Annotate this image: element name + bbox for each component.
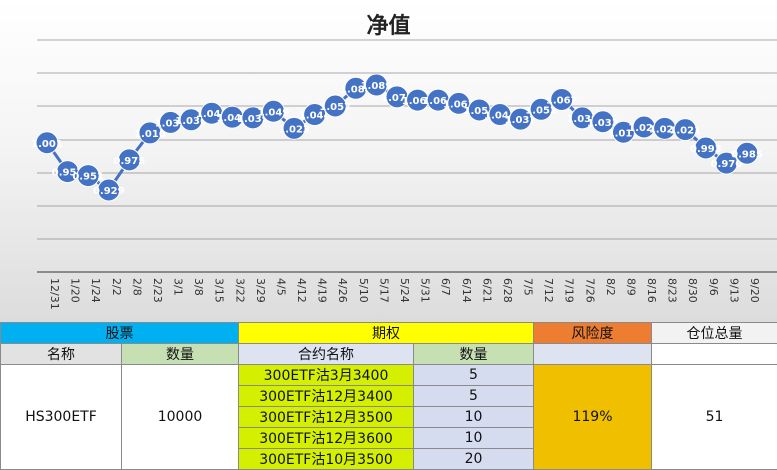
contract-name-cell: 300ETF沽12月3500 xyxy=(239,407,414,428)
x-tick-label: 3/15 xyxy=(213,278,226,303)
x-tick-label: 4/26 xyxy=(336,278,349,303)
position-header: 仓位总量 xyxy=(652,323,777,344)
x-tick-label: 9/6 xyxy=(707,278,720,296)
x-tick-label: 8/23 xyxy=(666,278,679,303)
data-label: 0.951 xyxy=(72,172,104,183)
contract-name-subheader: 合约名称 xyxy=(239,344,414,365)
x-tick-label: 5/31 xyxy=(419,278,432,303)
data-label: 1.052 xyxy=(525,105,557,116)
contract-qty-cell: 10 xyxy=(414,428,534,449)
x-tick-label: 6/28 xyxy=(501,278,514,303)
x-tick-label: 9/20 xyxy=(748,278,761,303)
x-tick-label: 5/10 xyxy=(357,278,370,303)
data-label: 1.021 xyxy=(669,126,701,137)
stock-name-subheader: 名称 xyxy=(1,344,122,365)
data-label: 1.049 xyxy=(258,107,290,118)
risk-subheader-empty xyxy=(534,344,652,365)
contract-name-cell: 300ETF沽12月3600 xyxy=(239,428,414,449)
x-tick-label: 2/23 xyxy=(151,278,164,303)
x-tick-label: 4/12 xyxy=(295,278,308,303)
data-label: 0.975 xyxy=(114,156,146,167)
x-tick-label: 5/24 xyxy=(398,278,411,303)
x-tick-label: 3/1 xyxy=(172,278,185,296)
contract-name-cell: 300ETF沽3月3400 xyxy=(239,365,414,386)
position-subheader-empty xyxy=(652,344,777,365)
x-tick-label: 8/30 xyxy=(686,278,699,303)
data-label: 1.016 xyxy=(134,129,166,140)
data-label: 0.929 xyxy=(93,186,125,197)
x-tick-label: 3/22 xyxy=(233,278,246,303)
x-tick-label: 8/9 xyxy=(624,278,637,296)
x-tick-label: 5/17 xyxy=(377,278,390,303)
x-tick-label: 7/26 xyxy=(583,278,596,303)
data-label: 1.067 xyxy=(546,95,578,106)
position-table: 股票 期权 风险度 仓位总量 名称 数量 合约名称 数量 HS300ETF 10… xyxy=(0,322,777,459)
contract-name-cell: 300ETF沽12月3400 xyxy=(239,386,414,407)
x-tick-label: 8/16 xyxy=(645,278,658,303)
stock-qty-subheader: 数量 xyxy=(122,344,239,365)
x-tick-label: 2/2 xyxy=(110,278,123,296)
stock-group-header: 股票 xyxy=(1,323,239,344)
x-tick-label: 7/19 xyxy=(563,278,576,303)
risk-cell: 119% xyxy=(534,365,652,470)
contract-qty-cell: 5 xyxy=(414,386,534,407)
data-label: 1.001 xyxy=(31,139,63,150)
data-label: 0.993 xyxy=(690,144,722,155)
x-tick-label: 7/5 xyxy=(522,278,535,296)
x-tick-label: 6/7 xyxy=(439,278,452,296)
contract-qty-cell: 20 xyxy=(414,449,534,470)
x-tick-label: 7/12 xyxy=(542,278,555,303)
contract-qty-cell: 5 xyxy=(414,365,534,386)
stock-qty-cell: 10000 xyxy=(122,365,239,470)
x-tick-label: 2/8 xyxy=(130,278,143,296)
x-tick-label: 6/21 xyxy=(480,278,493,303)
data-label: 0.985 xyxy=(731,149,763,160)
contract-qty-subheader: 数量 xyxy=(414,344,534,365)
contract-name-cell: 300ETF沽10月3500 xyxy=(239,449,414,470)
contract-qty-cell: 10 xyxy=(414,407,534,428)
position-cell: 51 xyxy=(652,365,777,470)
x-tick-label: 6/14 xyxy=(460,278,473,303)
x-tick-label: 1/24 xyxy=(89,278,102,303)
data-label: 0.970 xyxy=(711,159,743,170)
x-tick-label: 1/20 xyxy=(69,278,82,303)
x-tick-label: 12/31 xyxy=(48,278,61,310)
line-chart: 1.0010.9570.9510.9290.9751.0161.0321.036… xyxy=(0,0,777,322)
x-tick-label: 3/29 xyxy=(254,278,267,303)
x-tick-label: 3/8 xyxy=(192,278,205,296)
risk-header: 风险度 xyxy=(534,323,652,344)
data-label: 1.057 xyxy=(319,102,351,113)
x-tick-label: 9/13 xyxy=(727,278,740,303)
x-tick-label: 4/19 xyxy=(316,278,329,303)
x-tick-label: 4/5 xyxy=(274,278,287,296)
stock-name-cell: HS300ETF xyxy=(1,365,122,470)
data-label: 1.023 xyxy=(278,124,310,135)
option-group-header: 期权 xyxy=(239,323,534,344)
x-tick-label: 8/2 xyxy=(604,278,617,296)
data-label: 1.037 xyxy=(505,115,537,126)
